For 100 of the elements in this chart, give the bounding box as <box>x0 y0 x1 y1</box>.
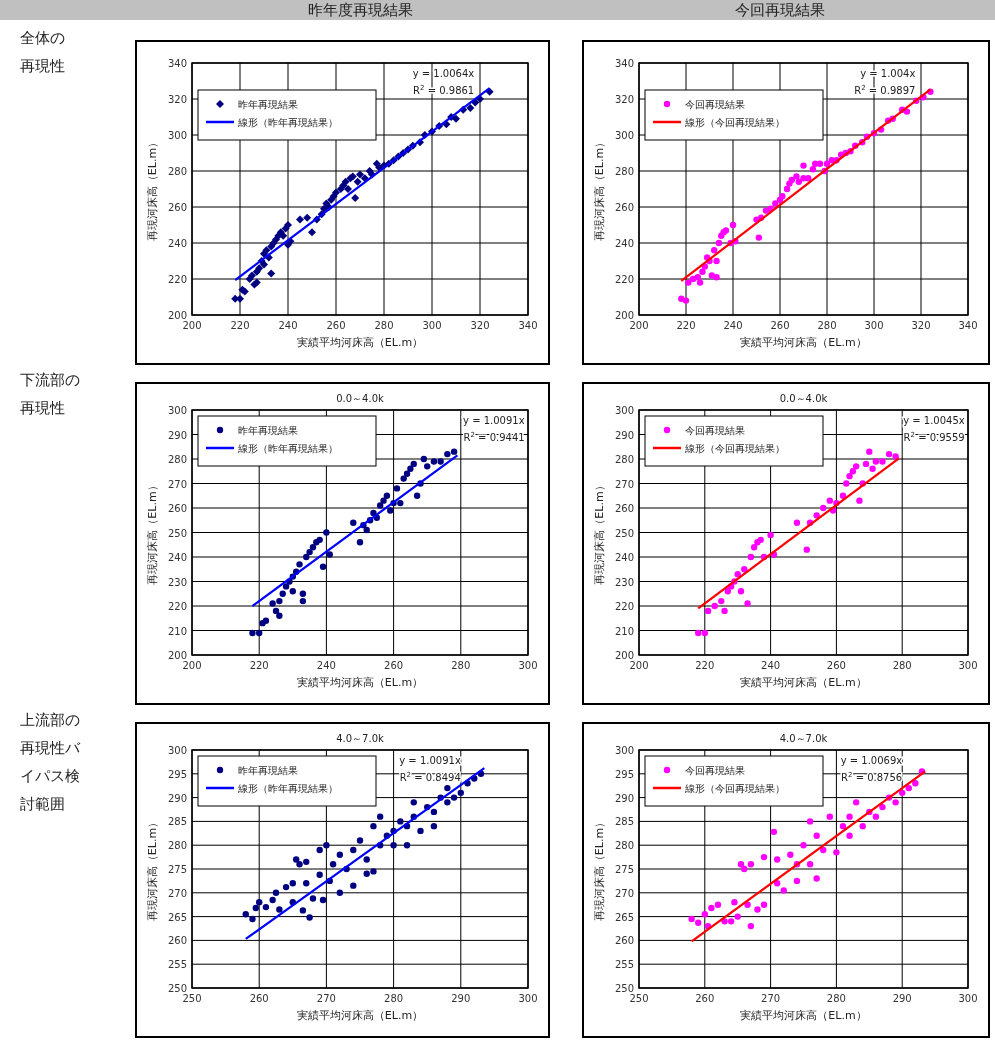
text: 今回再現結果 <box>735 1 825 20</box>
x-axis-title: 実績平均河床高（EL.m） <box>296 336 424 349</box>
x-tick-label: 240 <box>723 320 743 331</box>
y-tick-label: 300 <box>614 405 634 416</box>
y-tick-label: 240 <box>614 238 634 249</box>
y-axis-title: 再現河床高（EL.m） <box>146 136 159 242</box>
legend-label: 今回再現結果 <box>685 99 745 110</box>
y-tick-label: 275 <box>167 864 187 875</box>
x-tick-label: 340 <box>518 320 538 331</box>
y-axis-title: 再現河床高（EL.m） <box>146 480 159 585</box>
y-tick-label: 260 <box>167 503 187 514</box>
y-tick-label: 280 <box>167 166 187 177</box>
y-tick-label: 300 <box>167 405 187 416</box>
y-tick-label: 220 <box>167 274 187 285</box>
x-axis-title: 実績平均河床高（EL.m） <box>296 1009 424 1022</box>
legend-item: 昨年再現結果 <box>216 99 298 110</box>
legend-label: 線形（昨年再現結果） <box>237 117 338 128</box>
x-tick-label: 220 <box>676 320 696 331</box>
legend-item: 今回再現結果 <box>663 765 745 776</box>
text: 昨年度再現結果 <box>307 1 413 20</box>
y-tick-label: 300 <box>167 745 187 756</box>
legend-item: 線形（今回再現結果） <box>653 783 785 794</box>
y-tick-label: 270 <box>614 478 634 490</box>
y-tick-label: 220 <box>614 274 634 285</box>
legend-item: 線形（今回再現結果） <box>653 443 785 454</box>
y-tick-label: 250 <box>167 983 187 994</box>
y-tick-label: 200 <box>167 310 187 321</box>
x-tick-label: 200 <box>182 660 202 671</box>
legend-item: 線形（今回再現結果） <box>653 117 785 128</box>
text: 上流部の再現性バイパス検討範囲 <box>20 710 82 815</box>
y-tick-label: 230 <box>167 576 187 588</box>
x-tick-label: 300 <box>864 320 884 331</box>
chart-title: 4.0～7.0k <box>336 733 384 744</box>
x-tick-label: 260 <box>384 660 404 671</box>
y-tick-label: 270 <box>167 887 187 899</box>
y-axis-title: 再現河床高（EL.m） <box>146 816 159 922</box>
y-tick-label: 275 <box>614 864 634 875</box>
legend-item: 今回再現結果 <box>663 425 745 436</box>
y-tick-label: 280 <box>614 454 634 465</box>
x-tick-label: 200 <box>629 660 649 671</box>
x-tick-label: 260 <box>326 320 346 331</box>
x-tick-label: 240 <box>278 320 298 331</box>
y-tick-label: 290 <box>614 429 634 441</box>
y-tick-label: 300 <box>167 130 187 141</box>
legend-item: 今回再現結果 <box>663 99 745 110</box>
y-tick-label: 200 <box>167 650 187 661</box>
x-tick-label: 220 <box>695 660 715 671</box>
legend-label: 線形（今回再現結果） <box>684 117 785 128</box>
x-tick-label: 200 <box>182 320 202 331</box>
y-tick-label: 260 <box>614 503 634 514</box>
x-tick-label: 270 <box>316 993 336 1004</box>
legend-item: 昨年再現結果 <box>216 765 298 776</box>
y-tick-label: 295 <box>614 768 634 780</box>
x-tick-label: 280 <box>892 660 912 671</box>
y-tick-label: 300 <box>614 745 634 756</box>
y-tick-label: 290 <box>167 792 187 804</box>
text: 下流部の再現性 <box>20 370 81 419</box>
annotation: R$^{2}$ = 0.8756 <box>841 771 903 783</box>
y-axis-title: 再現河床高（EL.m） <box>593 480 606 585</box>
chart-title: 0.0～4.0k <box>336 393 384 404</box>
y-tick-label: 200 <box>614 650 634 661</box>
y-tick-label: 260 <box>614 202 634 213</box>
legend-label: 今回再現結果 <box>685 765 745 776</box>
y-tick-label: 210 <box>167 625 187 637</box>
legend-label: 昨年再現結果 <box>238 425 298 436</box>
y-tick-label: 285 <box>614 816 634 828</box>
y-tick-label: 200 <box>614 310 634 321</box>
y-tick-label: 250 <box>167 527 187 539</box>
y-tick-label: 210 <box>614 625 634 637</box>
y-tick-label: 285 <box>167 816 187 828</box>
y-tick-label: 265 <box>167 911 187 923</box>
x-tick-label: 240 <box>316 660 336 671</box>
chart-title: 0.0～4.0k <box>779 393 828 404</box>
x-tick-label: 280 <box>826 993 846 1004</box>
x-axis-title: 実績平均河床高（EL.m） <box>740 336 867 349</box>
x-tick-label: 300 <box>518 660 538 671</box>
y-tick-label: 270 <box>614 887 634 899</box>
y-tick-label: 220 <box>614 601 634 612</box>
annotation: y = 1.0045x <box>903 415 965 426</box>
annotation: R$^{2}$ = 0.9559 <box>903 431 965 443</box>
x-tick-label: 290 <box>451 993 471 1004</box>
x-axis-title: 実績平均河床高（EL.m） <box>740 1009 867 1022</box>
legend-label: 線形（昨年再現結果） <box>237 783 338 794</box>
x-tick-label: 300 <box>958 993 978 1004</box>
y-tick-label: 255 <box>167 959 187 971</box>
y-tick-label: 300 <box>614 130 634 141</box>
x-tick-label: 280 <box>451 660 471 671</box>
legend-label: 今回再現結果 <box>685 425 745 436</box>
legend-label: 線形（昨年再現結果） <box>237 443 338 454</box>
annotation: y = 1.0091x <box>463 415 525 426</box>
y-tick-label: 220 <box>167 601 187 612</box>
y-tick-label: 290 <box>167 429 187 441</box>
y-tick-label: 270 <box>167 478 187 490</box>
x-tick-label: 290 <box>892 993 912 1004</box>
legend-label: 昨年再現結果 <box>238 99 298 110</box>
x-axis-title: 実績平均河床高（EL.m） <box>740 676 867 689</box>
x-tick-label: 260 <box>826 660 846 671</box>
y-tick-label: 240 <box>614 552 634 563</box>
y-tick-label: 260 <box>167 202 187 213</box>
y-axis-title: 再現河床高（EL.m） <box>593 816 606 922</box>
